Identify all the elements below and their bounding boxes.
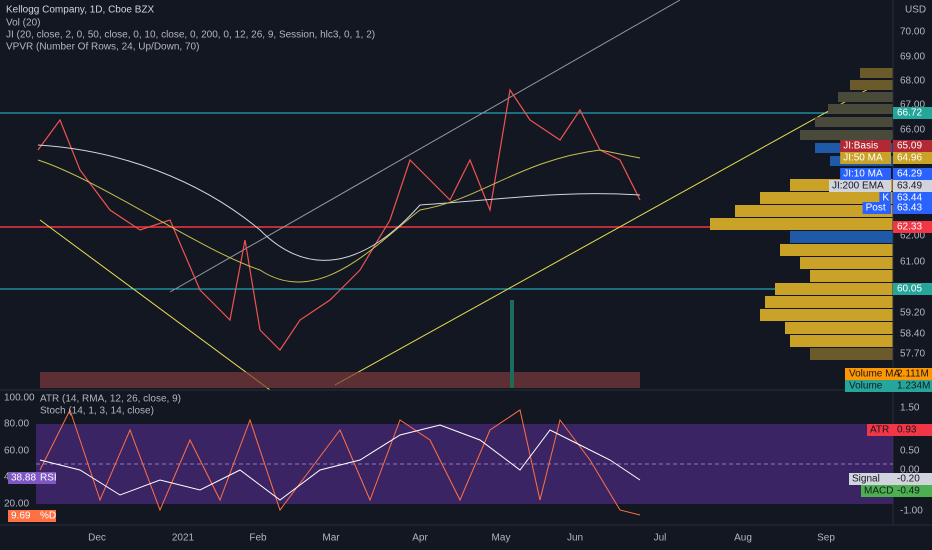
price-path bbox=[37, 88, 641, 351]
price-tag bbox=[893, 221, 932, 233]
price-tick: 70.00 bbox=[900, 27, 925, 38]
volume-tag-value: 2.111M bbox=[897, 369, 929, 380]
left-tag bbox=[8, 510, 56, 522]
price-tag-name bbox=[840, 168, 891, 180]
time-tick: 2021 bbox=[172, 533, 195, 544]
price-tag-value: 64.96 bbox=[897, 153, 922, 164]
price-tag-name bbox=[862, 202, 891, 214]
price-tick: 66.00 bbox=[900, 125, 925, 136]
left-tick: 80.00 bbox=[4, 419, 29, 430]
right-tag-name: Signal bbox=[852, 474, 880, 485]
price-tag-name bbox=[840, 152, 891, 164]
left-tick: 20.00 bbox=[4, 499, 29, 510]
currency: USD bbox=[905, 5, 926, 16]
right-tag-name: ATR bbox=[870, 425, 889, 436]
price-tag-name: JI:Basis bbox=[843, 141, 878, 152]
left-tag bbox=[8, 472, 56, 484]
price-tag-value: 62.33 bbox=[897, 222, 922, 233]
time-tick: May bbox=[492, 533, 511, 544]
price-tick: 61.00 bbox=[900, 257, 925, 268]
price-tag bbox=[893, 152, 932, 164]
volume-tag-name: Volume bbox=[849, 381, 883, 392]
price-tag bbox=[893, 283, 932, 295]
price-tag bbox=[893, 107, 932, 119]
left-tag-value: 38.88 bbox=[11, 473, 36, 484]
chart-title: Kellogg Company, 1D, Cboe BZX bbox=[6, 5, 155, 16]
price-tag-value: 60.05 bbox=[897, 284, 922, 295]
trend-line bbox=[39, 219, 271, 391]
price-tick: 58.40 bbox=[900, 329, 925, 340]
right-tag-value: -0.49 bbox=[897, 486, 920, 497]
right-tag-name: MACD bbox=[864, 486, 893, 497]
time-tick: Dec bbox=[88, 533, 106, 544]
price-tag-name: JI:50 MA bbox=[843, 153, 883, 164]
price-tag-name bbox=[879, 192, 891, 204]
indicator: ATR (14, RMA, 12, 26, close, 9) bbox=[40, 394, 181, 405]
volume-tag-value: 1.234M bbox=[897, 381, 930, 392]
price-tick: 59.20 bbox=[900, 308, 925, 319]
price-tag-value: 65.09 bbox=[897, 141, 922, 152]
price-tag-name: JI:200 EMA bbox=[832, 181, 884, 192]
price-tick: 57.70 bbox=[900, 349, 925, 360]
right-tick: 1.50 bbox=[900, 403, 920, 414]
right-tag bbox=[867, 424, 932, 436]
price-tag-name bbox=[829, 180, 891, 192]
price-tag bbox=[893, 140, 932, 152]
right-tick: -1.00 bbox=[900, 506, 923, 517]
price-tag bbox=[893, 168, 932, 180]
price-tag-value: 63.44 bbox=[897, 193, 922, 204]
price-tick: 69.00 bbox=[900, 52, 925, 63]
time-tick: Mar bbox=[322, 533, 340, 544]
indicator: Stoch (14, 1, 3, 14, close) bbox=[40, 406, 154, 417]
time-tick: Aug bbox=[734, 533, 752, 544]
price-tag-name: JI:10 MA bbox=[843, 169, 883, 180]
price-tick: 68.00 bbox=[900, 76, 925, 87]
right-tag-value: 0.93 bbox=[897, 425, 917, 436]
time-tick: Sep bbox=[817, 533, 835, 544]
volume-bars bbox=[40, 300, 640, 388]
price-tag-value: 63.43 bbox=[897, 203, 922, 214]
price-tag-name bbox=[840, 140, 891, 152]
left-tick: 100.00 bbox=[4, 393, 35, 404]
right-tag bbox=[849, 473, 932, 485]
left-tick: 60.00 bbox=[4, 446, 29, 457]
ma-line bbox=[37, 149, 641, 283]
macd-line bbox=[39, 424, 641, 501]
indicator: Vol (20) bbox=[6, 18, 40, 29]
time-tick: Jun bbox=[567, 533, 583, 544]
left-tag-name: RSI bbox=[40, 473, 57, 484]
price-tag-name: K bbox=[882, 193, 889, 204]
indicator: JI (20, close, 2, 0, 50, close, 0, 10, c… bbox=[6, 30, 375, 41]
volume-tag-name: Volume MA bbox=[849, 369, 900, 380]
price-tag-value: 63.49 bbox=[897, 181, 922, 192]
price-tag-name: Post bbox=[866, 203, 886, 214]
ema-line bbox=[37, 144, 641, 261]
time-tick: Apr bbox=[412, 533, 428, 544]
price-tick: 67.00 bbox=[900, 100, 925, 111]
trend-line bbox=[334, 87, 871, 386]
price-tag bbox=[893, 192, 932, 204]
price-tick: 62.00 bbox=[900, 231, 925, 242]
right-tag-value: -0.20 bbox=[897, 474, 920, 485]
price-tag bbox=[893, 180, 932, 192]
stoch-line bbox=[39, 408, 641, 516]
right-tick: 0.50 bbox=[900, 446, 920, 457]
indicator: VPVR (Number Of Rows, 24, Up/Down, 70) bbox=[6, 42, 199, 53]
left-tag-value: 9.69 bbox=[11, 511, 31, 522]
volume-tag bbox=[845, 380, 932, 392]
price-tag-value: 66.72 bbox=[897, 108, 922, 119]
price-tag-value: 64.29 bbox=[897, 169, 922, 180]
time-tick: Jul bbox=[654, 533, 667, 544]
right-tag bbox=[861, 485, 932, 497]
time-tick: Feb bbox=[249, 533, 267, 544]
trend-line bbox=[169, 0, 681, 293]
volume-tag bbox=[845, 368, 932, 380]
left-tag-name: %D bbox=[40, 511, 56, 522]
right-tick: 0.00 bbox=[900, 465, 920, 476]
price-tag bbox=[893, 202, 932, 214]
